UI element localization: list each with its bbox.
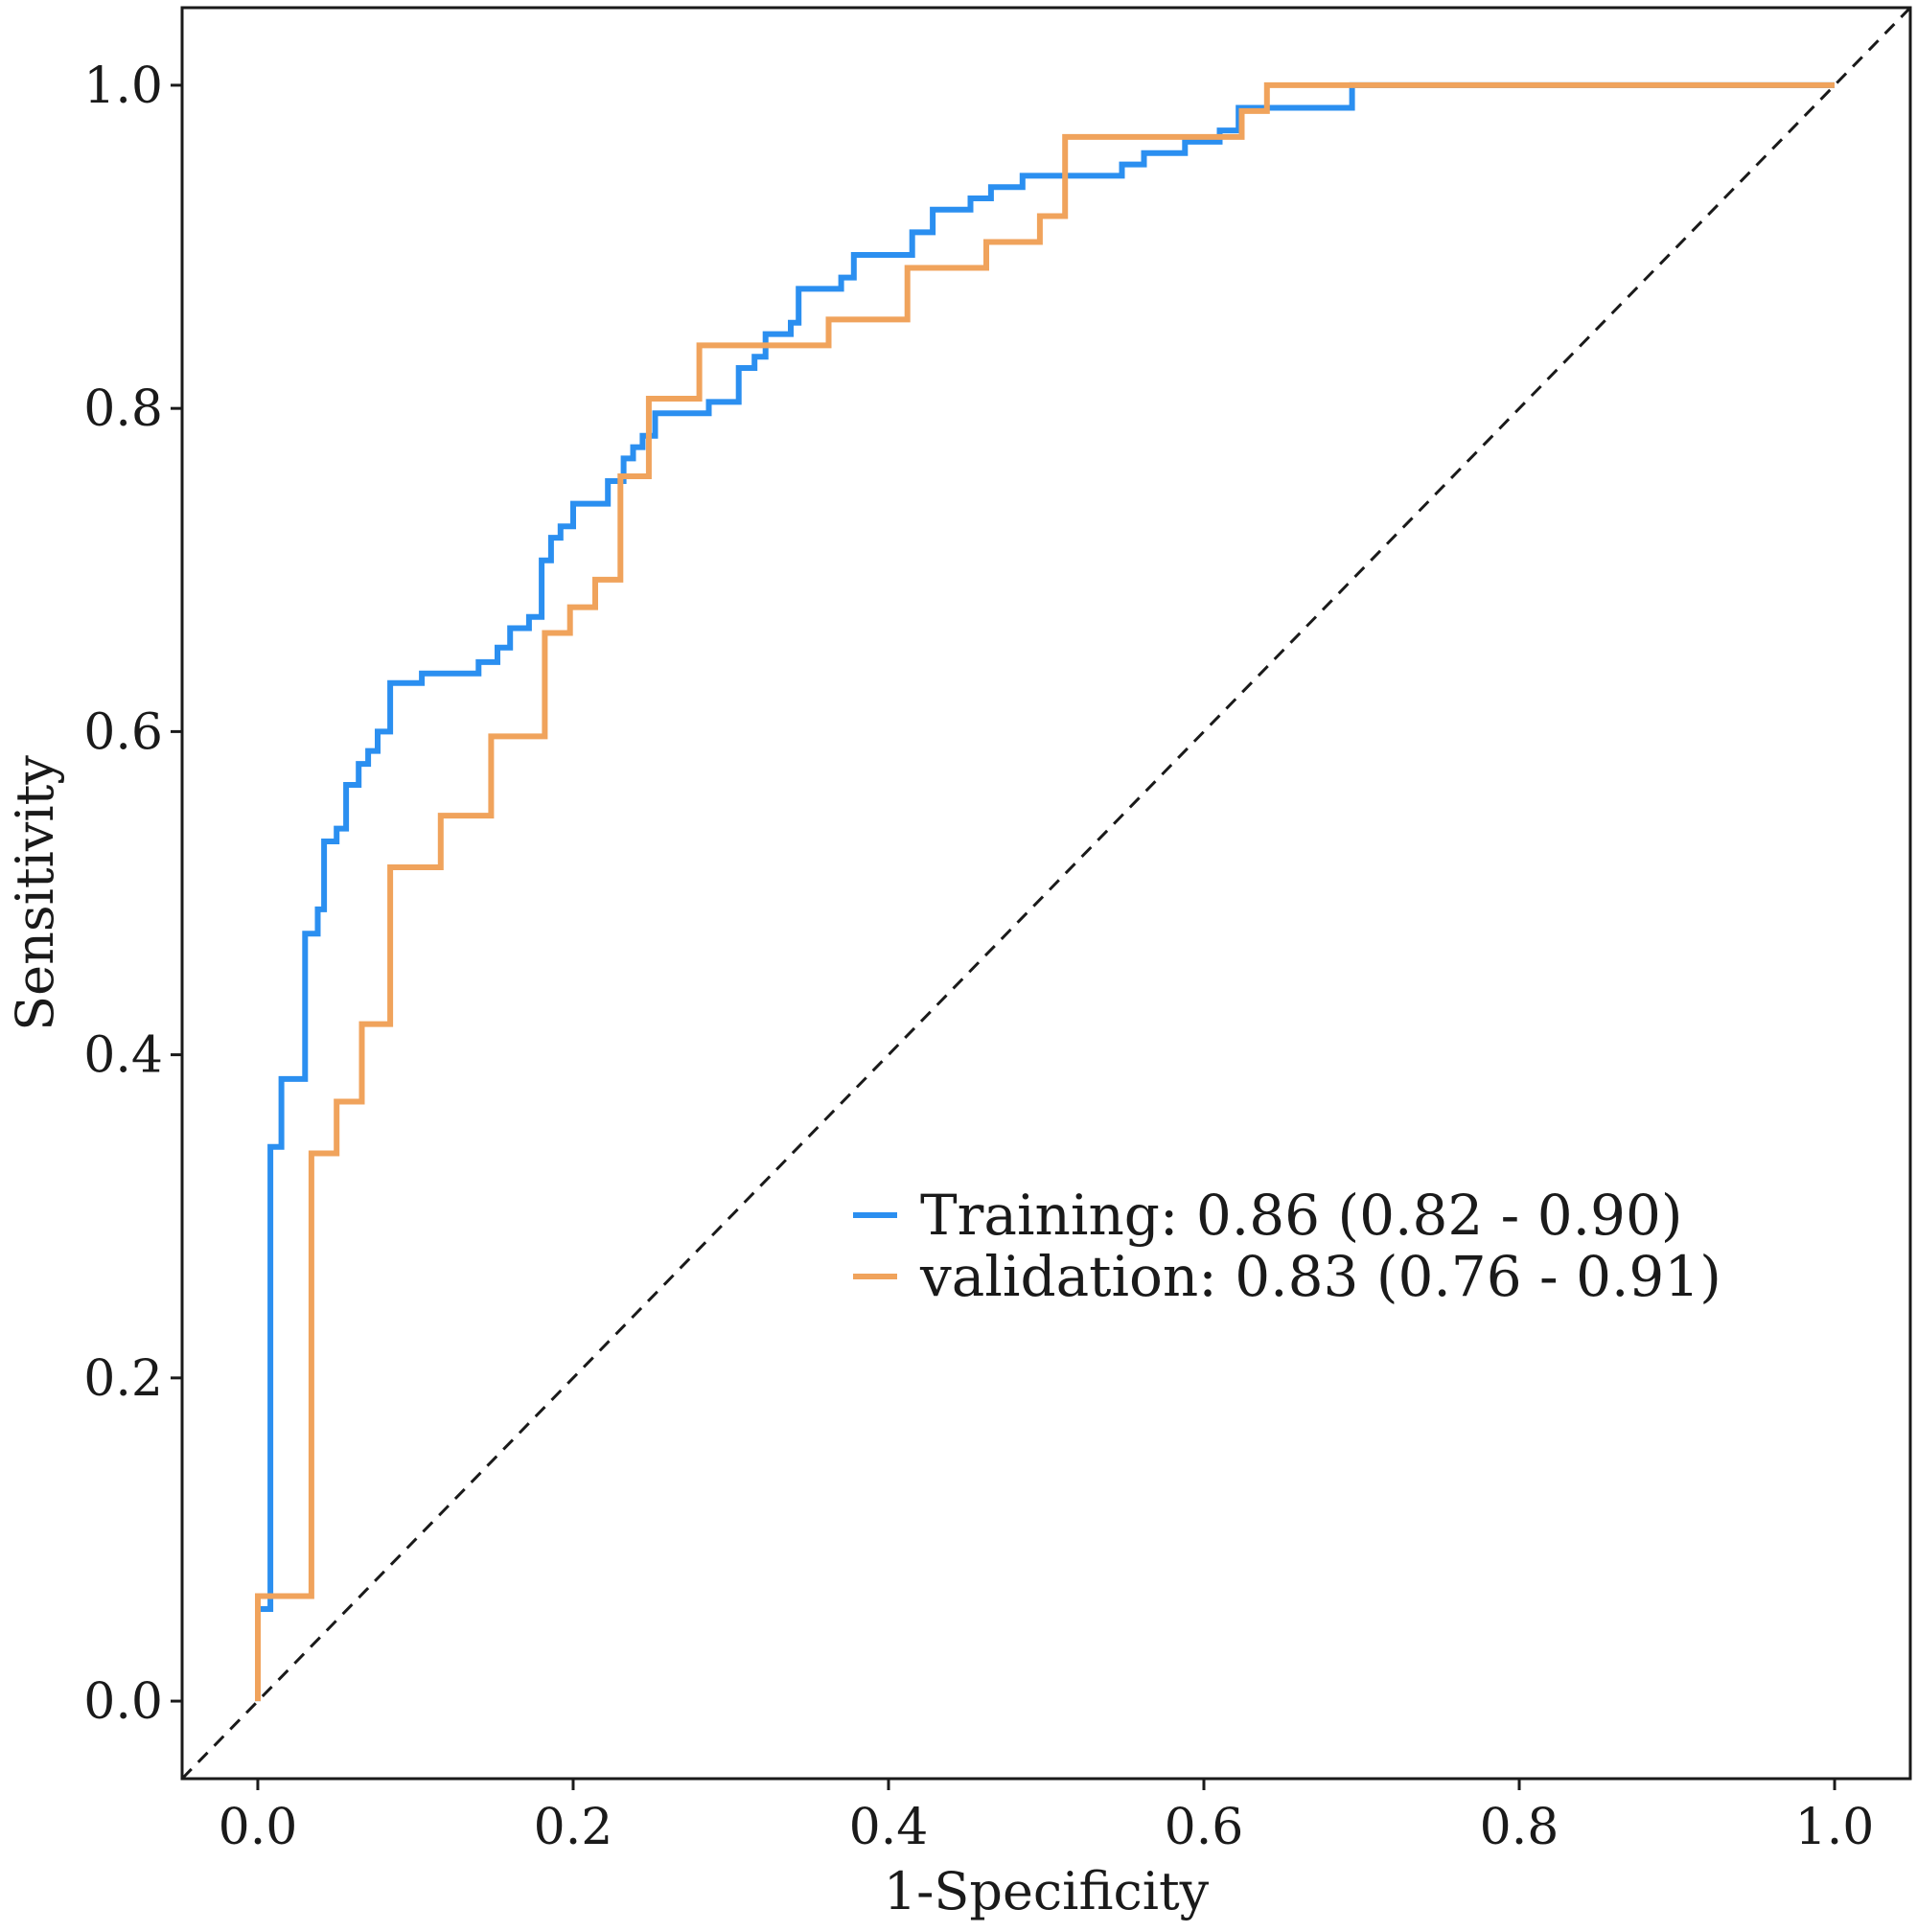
x-tick-label: 1.0: [1795, 1799, 1875, 1856]
y-axis-title: Sensitivity: [5, 755, 65, 1031]
x-tick-label: 0.8: [1480, 1799, 1559, 1856]
series-layer: [255, 81, 1835, 1702]
y-tick-label: 0.6: [83, 703, 163, 761]
y-tick-label: 0.2: [83, 1350, 163, 1408]
roc-curve-training: [255, 81, 1835, 1702]
legend-label-validation: validation: 0.83 (0.76 - 0.91): [919, 1244, 1721, 1309]
y-tick-label: 0.0: [83, 1673, 163, 1731]
legend: Training: 0.86 (0.82 - 0.90) validation:…: [853, 1183, 1721, 1309]
x-tick-label: 0.0: [219, 1799, 298, 1856]
x-tick-label: 0.6: [1165, 1799, 1244, 1856]
x-tick-label: 0.2: [534, 1799, 613, 1856]
plot-frame: [180, 6, 1912, 1781]
y-tick-label: 0.8: [83, 380, 163, 438]
x-axis-title: 1-Specificity: [884, 1861, 1210, 1921]
y-tick-label: 1.0: [83, 58, 163, 115]
ticks-layer: 0.0 0.2 0.4 0.6 0.8 1.0 0.0 0.2 0.4 0.6 0.8 1.0: [83, 58, 1874, 1856]
y-tick-label: 0.4: [83, 1027, 163, 1085]
roc-curve-validation: [255, 81, 1835, 1702]
x-tick-label: 0.4: [849, 1799, 929, 1856]
legend-label-training: Training: 0.86 (0.82 - 0.90): [920, 1183, 1683, 1248]
